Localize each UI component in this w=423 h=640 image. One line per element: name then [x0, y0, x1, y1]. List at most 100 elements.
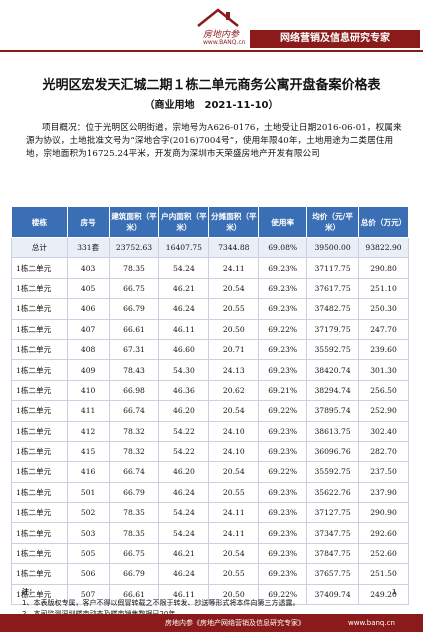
table-cell: 506 — [66, 563, 110, 585]
table-cell: 37127.75 — [306, 502, 360, 524]
table-cell: 501 — [66, 481, 110, 504]
table-cell: 46.21 — [158, 542, 210, 565]
table-cell: 38294.74 — [306, 379, 360, 402]
table-cell: 302.40 — [358, 420, 409, 442]
table-cell: 69.22% — [258, 400, 308, 422]
table-cell: 403 — [66, 257, 110, 279]
table-cell: 54.24 — [158, 502, 210, 524]
table-cell: 66.74 — [108, 400, 160, 422]
header-building: 楼栋 — [11, 206, 68, 238]
table-cell: 20.71 — [208, 338, 260, 361]
table-cell: 410 — [66, 379, 110, 402]
table-cell: 69.23% — [258, 522, 308, 544]
table-cell: 251.50 — [358, 563, 409, 585]
table-cell: 331套 — [66, 236, 110, 259]
table-cell: 38420.74 — [306, 359, 360, 381]
table-cell: 20.55 — [208, 298, 260, 320]
table-row: 1栋二单元 410 66.98 46.36 20.62 69.21% 38294.74 256… — [11, 379, 409, 402]
table-cell: 46.11 — [158, 318, 210, 340]
header-shared-area: 分摊面积（平米） — [208, 206, 260, 238]
table-cell: 37347.75 — [306, 522, 360, 544]
table-cell: 93822.90 — [358, 236, 409, 259]
table-cell: 69.08% — [258, 236, 308, 259]
table-cell: 66.79 — [108, 298, 160, 320]
table-cell: 46.24 — [158, 481, 210, 504]
header-total-price: 总价（万元） — [358, 206, 409, 238]
table-row: 1栋二单元 407 66.61 46.11 20.50 69.22% 37179.75 247… — [11, 318, 409, 340]
table-cell: 1栋二单元 — [11, 522, 68, 544]
table-cell: 290.90 — [358, 502, 409, 524]
table-cell: 69.23% — [258, 277, 308, 300]
table-cell: 37657.75 — [306, 563, 360, 585]
table-cell: 24.11 — [208, 522, 260, 544]
table-cell: 78.35 — [108, 257, 160, 279]
table-cell: 66.74 — [108, 461, 160, 483]
table-cell: 7344.88 — [208, 236, 260, 259]
table-cell: 67.31 — [108, 338, 160, 361]
header-room: 房号 — [66, 206, 110, 238]
table-cell: 23752.63 — [108, 236, 160, 259]
table-row: 1栋二单元 415 78.32 54.22 24.10 69.23% 36096.76 282… — [11, 440, 409, 463]
table-cell: 69.23% — [258, 359, 308, 381]
header-divider — [0, 50, 423, 52]
table-cell: 78.43 — [108, 359, 160, 381]
table-cell: 20.62 — [208, 379, 260, 402]
table-cell: 38613.75 — [306, 420, 360, 442]
table-cell: 1栋二单元 — [11, 420, 68, 442]
table-cell: 69.22% — [258, 461, 308, 483]
table-cell: 505 — [66, 542, 110, 565]
header-gross-area: 建筑面积（平米） — [108, 206, 160, 238]
table-cell: 250.30 — [358, 298, 409, 320]
table-cell: 54.24 — [158, 257, 210, 279]
table-cell: 282.70 — [358, 440, 409, 463]
table-cell: 406 — [66, 298, 110, 320]
table-header-row: 楼栋 房号 建筑面积（平米） 户内面积（平米） 分摊面积（平米） 使用率 均价（… — [11, 206, 409, 238]
table-cell: 24.10 — [208, 420, 260, 442]
table-cell: 1栋二单元 — [11, 481, 68, 504]
logo-url: www.BANQ.cn — [203, 39, 246, 46]
table-cell: 1栋二单元 — [11, 461, 68, 483]
table-cell: 1栋二单元 — [11, 277, 68, 300]
house-logo-icon — [197, 8, 239, 27]
table-cell: 69.23% — [258, 420, 308, 442]
table-cell: 69.22% — [258, 318, 308, 340]
table-cell: 247.70 — [358, 318, 409, 340]
header-inner-area: 户内面积（平米） — [158, 206, 210, 238]
table-cell: 411 — [66, 400, 110, 422]
table-row: 1栋二单元 411 66.74 46.20 20.54 69.22% 37895.74 252… — [11, 400, 409, 422]
table-row: 1栋二单元 502 78.35 54.24 24.11 69.23% 37127.75 290… — [11, 502, 409, 524]
table-cell: 1栋二单元 — [11, 563, 68, 585]
table-cell: 35592.75 — [306, 461, 360, 483]
table-cell: 46.20 — [158, 400, 210, 422]
table-cell: 1栋二单元 — [11, 298, 68, 320]
note-item: 1、本表版权专属，客户不得以假冒转载之不限于转发、抄送等形式将本件向第三方透露。 — [22, 599, 300, 607]
table-cell: 78.35 — [108, 502, 160, 524]
price-table: 楼栋 房号 建筑面积（平米） 户内面积（平米） 分摊面积（平米） 使用率 均价（… — [11, 206, 409, 606]
table-cell: 39500.00 — [306, 236, 360, 259]
table-cell: 405 — [66, 277, 110, 300]
table-cell: 46.20 — [158, 461, 210, 483]
table-cell: 503 — [66, 522, 110, 544]
table-cell: 54.22 — [158, 440, 210, 463]
table-cell: 总计 — [11, 236, 68, 259]
table-cell: 415 — [66, 440, 110, 463]
table-cell: 69.23% — [258, 298, 308, 320]
table-row: 1栋二单元 503 78.35 54.24 24.11 69.23% 37347.75 292… — [11, 522, 409, 544]
table-cell: 66.61 — [108, 318, 160, 340]
table-cell: 1栋二单元 — [11, 359, 68, 381]
table-cell: 37179.75 — [306, 318, 360, 340]
table-cell: 54.24 — [158, 522, 210, 544]
table-cell: 239.60 — [358, 338, 409, 361]
table-cell: 66.79 — [108, 481, 160, 504]
table-cell: 69.23% — [258, 257, 308, 279]
table-cell: 69.23% — [258, 502, 308, 524]
footer-brand: 房地内参《房地产网络营销及信息研究专家》 — [165, 619, 305, 627]
table-cell: 37117.75 — [306, 257, 360, 279]
table-cell: 37482.75 — [306, 298, 360, 320]
table-cell: 20.50 — [208, 583, 260, 606]
table-row: 1栋二单元 506 66.79 46.24 20.55 69.23% 37657.75 251… — [11, 563, 409, 585]
table-cell: 237.50 — [358, 461, 409, 483]
table-cell: 24.11 — [208, 502, 260, 524]
logo-text: 房地内参 — [203, 30, 240, 40]
table-cell: 46.24 — [158, 563, 210, 585]
